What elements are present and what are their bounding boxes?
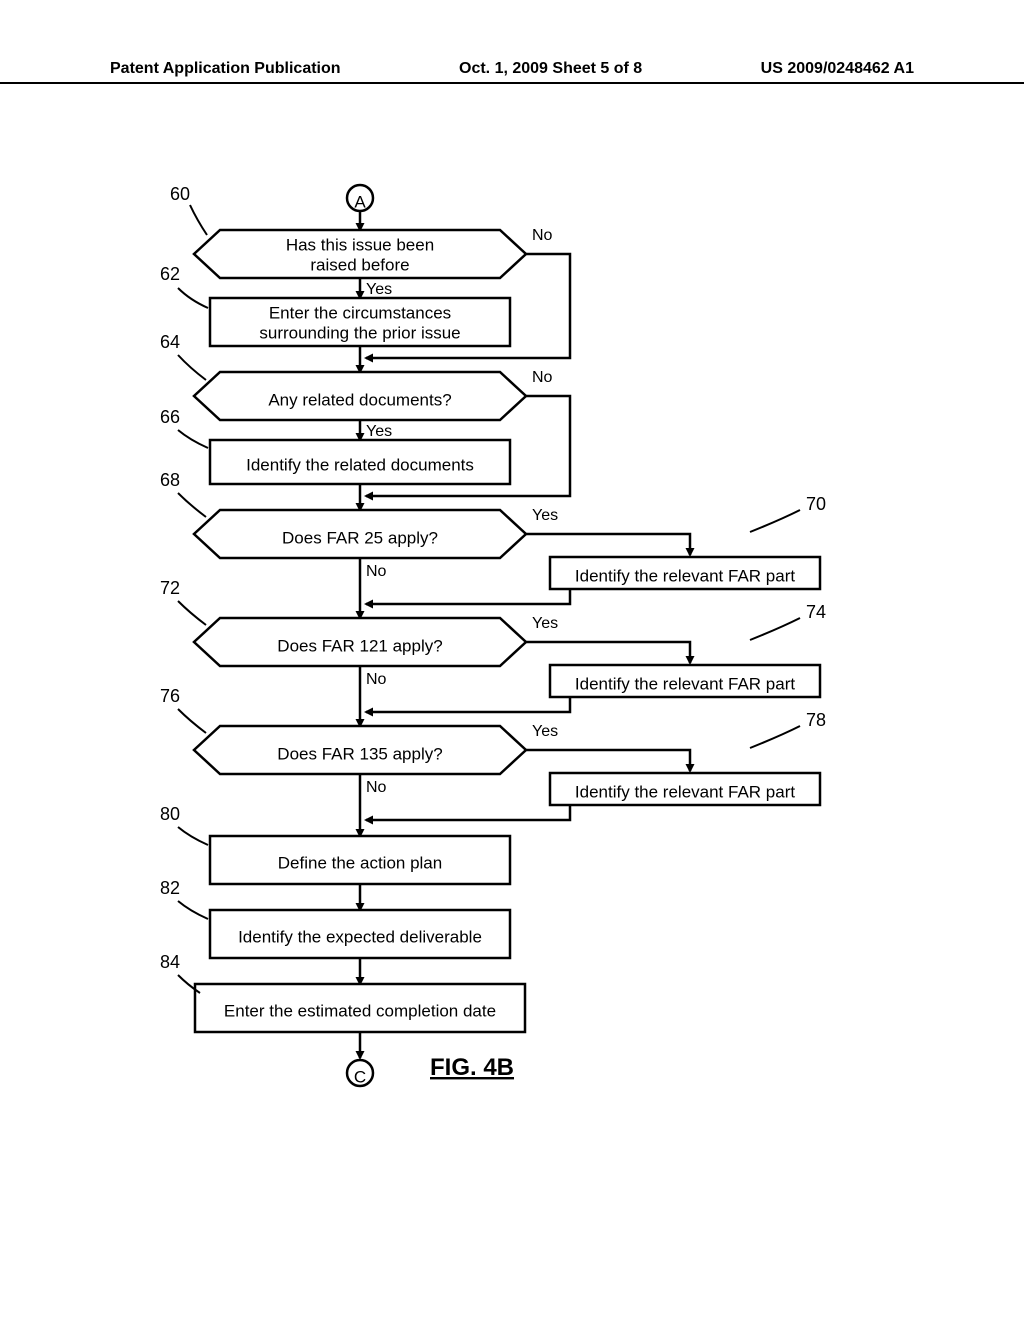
- process-80: Define the action plan: [210, 836, 510, 884]
- decision-72: Does FAR 121 apply?: [194, 618, 526, 666]
- edge-68-no: No: [366, 563, 387, 580]
- decision-64: Any related documents?: [194, 372, 526, 420]
- ref-68: 68: [160, 470, 180, 490]
- ref-callout-64: [178, 355, 206, 380]
- ref-callout-74: [750, 618, 800, 640]
- node-60-text2: raised before: [310, 255, 409, 274]
- ref-callout-76: [178, 709, 206, 733]
- node-84-text: Enter the estimated completion date: [224, 1001, 496, 1020]
- ref-80: 80: [160, 804, 180, 824]
- process-66: Identify the related documents: [210, 440, 510, 484]
- ref-60: 60: [170, 184, 190, 204]
- edge-64-yes: Yes: [366, 423, 392, 440]
- process-84: Enter the estimated completion date: [195, 984, 525, 1032]
- node-74-text: Identify the relevant FAR part: [575, 674, 795, 693]
- ref-84: 84: [160, 952, 180, 972]
- header-right: US 2009/0248462 A1: [761, 60, 914, 78]
- figure-label: FIG. 4B: [430, 1054, 514, 1081]
- decision-60: Has this issue been raised before: [194, 230, 526, 278]
- node-62-text2: surrounding the prior issue: [259, 323, 460, 342]
- node-68-text: Does FAR 25 apply?: [282, 528, 438, 547]
- ref-callout-68: [178, 493, 206, 517]
- edge-64-no: No: [532, 369, 553, 386]
- arrow-70-merge: [366, 589, 570, 604]
- arrow-68-yes: [526, 534, 690, 555]
- arrow-78-merge: [366, 805, 570, 820]
- ref-72: 72: [160, 578, 180, 598]
- ref-callout-72: [178, 601, 206, 625]
- ref-callout-82: [178, 901, 208, 919]
- process-74: Identify the relevant FAR part: [550, 665, 820, 697]
- ref-62: 62: [160, 264, 180, 284]
- ref-callout-78: [750, 726, 800, 748]
- page-header: Patent Application Publication Oct. 1, 2…: [0, 60, 1024, 84]
- arrow-76-yes: [526, 750, 690, 771]
- decision-68: Does FAR 25 apply?: [194, 510, 526, 558]
- edge-68-yes: Yes: [532, 507, 558, 524]
- ref-callout-66: [178, 430, 208, 448]
- node-64-text: Any related documents?: [268, 390, 451, 409]
- ref-78: 78: [806, 710, 826, 730]
- ref-callout-70: [750, 510, 800, 532]
- node-70-text: Identify the relevant FAR part: [575, 566, 795, 585]
- ref-64: 64: [160, 332, 180, 352]
- node-66-text: Identify the related documents: [246, 455, 474, 474]
- ref-66: 66: [160, 407, 180, 427]
- node-78-text: Identify the relevant FAR part: [575, 782, 795, 801]
- edge-72-no: No: [366, 671, 387, 688]
- connector-a-label: A: [354, 192, 366, 211]
- ref-74: 74: [806, 602, 826, 622]
- edge-72-yes: Yes: [532, 615, 558, 632]
- flowchart-diagram: A Has this issue been raised before 60 N…: [130, 180, 890, 1180]
- node-80-text: Define the action plan: [278, 853, 442, 872]
- process-82: Identify the expected deliverable: [210, 910, 510, 958]
- edge-76-no: No: [366, 779, 387, 796]
- node-72-text: Does FAR 121 apply?: [277, 636, 442, 655]
- ref-82: 82: [160, 878, 180, 898]
- ref-76: 76: [160, 686, 180, 706]
- process-62: Enter the circumstances surrounding the …: [210, 298, 510, 346]
- connector-c-label: C: [354, 1067, 366, 1086]
- edge-60-no: No: [532, 227, 553, 244]
- arrow-72-yes: [526, 642, 690, 663]
- process-78: Identify the relevant FAR part: [550, 773, 820, 805]
- header-mid: Oct. 1, 2009 Sheet 5 of 8: [459, 60, 642, 78]
- header-left: Patent Application Publication: [110, 60, 341, 78]
- node-62-text1: Enter the circumstances: [269, 303, 451, 322]
- ref-callout-62: [178, 288, 208, 308]
- node-82-text: Identify the expected deliverable: [238, 927, 482, 946]
- ref-70: 70: [806, 494, 826, 514]
- arrow-74-merge: [366, 697, 570, 712]
- edge-76-yes: Yes: [532, 723, 558, 740]
- ref-callout-80: [178, 827, 208, 845]
- process-70: Identify the relevant FAR part: [550, 557, 820, 589]
- node-76-text: Does FAR 135 apply?: [277, 744, 442, 763]
- ref-callout-60: [190, 205, 207, 235]
- edge-60-yes: Yes: [366, 281, 392, 298]
- node-60-text1: Has this issue been: [286, 235, 434, 254]
- decision-76: Does FAR 135 apply?: [194, 726, 526, 774]
